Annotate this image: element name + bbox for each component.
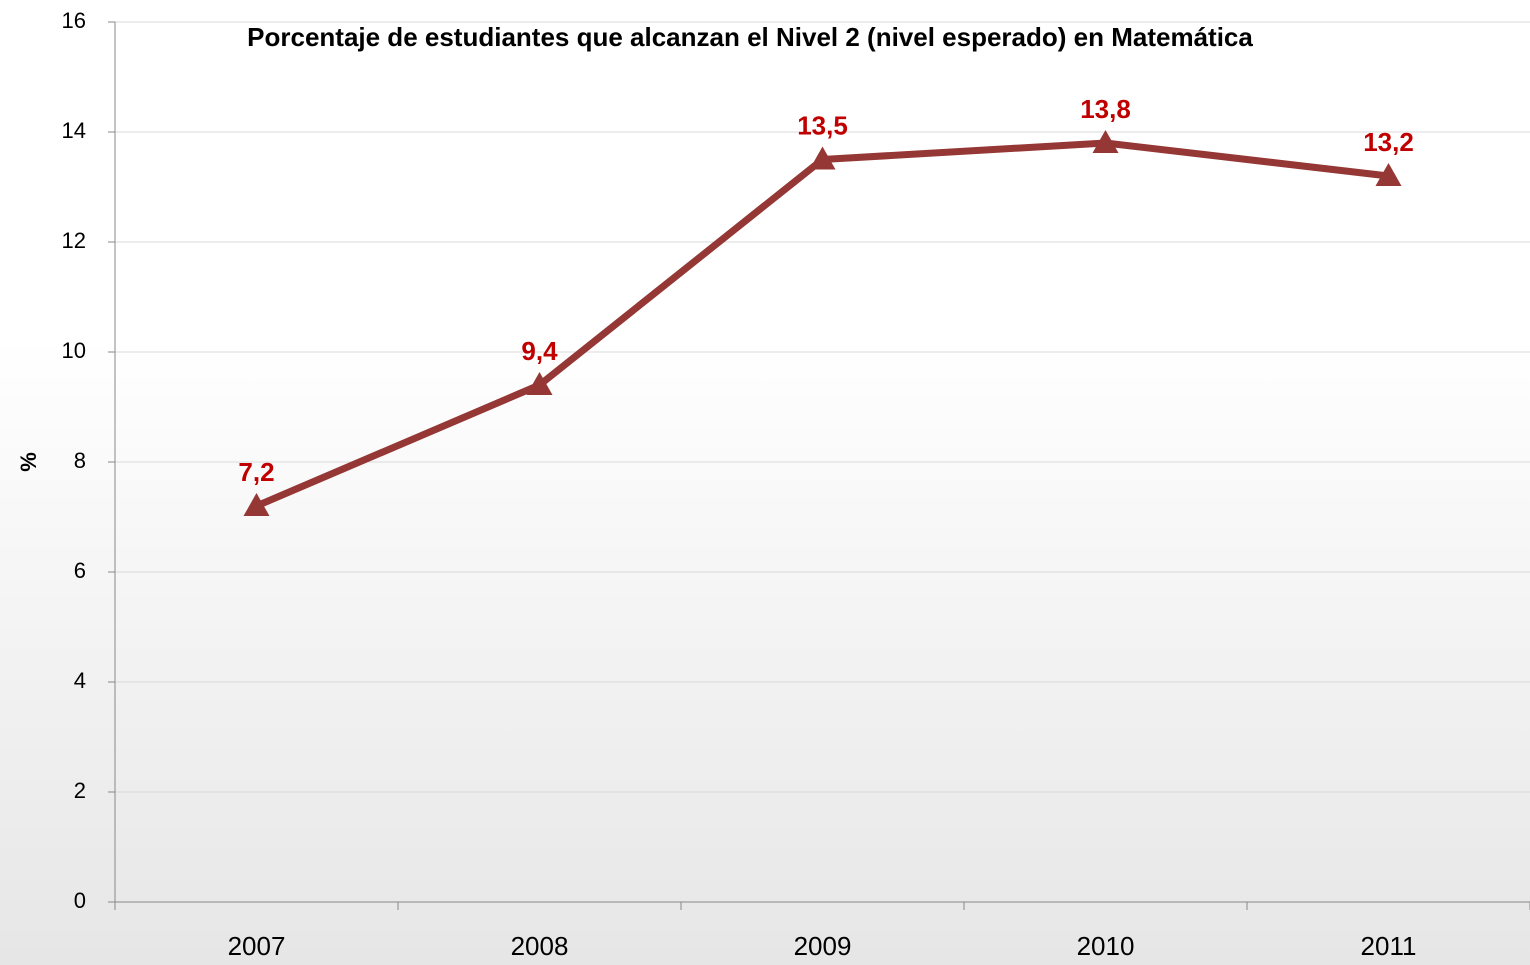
y-tick-label: 12 bbox=[62, 228, 86, 253]
x-tick-label: 2009 bbox=[794, 931, 852, 961]
y-tick-label: 2 bbox=[74, 778, 86, 803]
data-label: 9,4 bbox=[521, 336, 558, 366]
marker bbox=[243, 493, 270, 516]
y-tick-label: 6 bbox=[74, 558, 86, 583]
data-label: 13,2 bbox=[1363, 127, 1414, 157]
x-tick-label: 2011 bbox=[1361, 931, 1417, 961]
data-label: 13,8 bbox=[1080, 94, 1131, 124]
marker bbox=[526, 372, 553, 395]
data-label: 7,2 bbox=[238, 457, 274, 487]
x-tick-label: 2007 bbox=[228, 931, 286, 961]
y-tick-label: 8 bbox=[74, 448, 86, 473]
marker bbox=[809, 146, 836, 170]
y-tick-label: 10 bbox=[62, 338, 86, 363]
marker bbox=[1092, 130, 1119, 153]
x-tick-label: 2010 bbox=[1077, 931, 1135, 961]
y-axis-label: % bbox=[16, 452, 41, 472]
y-tick-label: 14 bbox=[62, 118, 86, 143]
x-tick-label: 2008 bbox=[511, 931, 569, 961]
marker bbox=[1375, 163, 1402, 186]
data-label: 13,5 bbox=[797, 110, 848, 140]
data-line bbox=[255, 139, 1389, 510]
y-tick-label: 4 bbox=[74, 668, 86, 693]
chart-title: Porcentaje de estudiantes que alcanzan e… bbox=[247, 22, 1253, 52]
y-tick-label: 0 bbox=[74, 888, 86, 913]
y-tick-label: 16 bbox=[62, 8, 86, 33]
